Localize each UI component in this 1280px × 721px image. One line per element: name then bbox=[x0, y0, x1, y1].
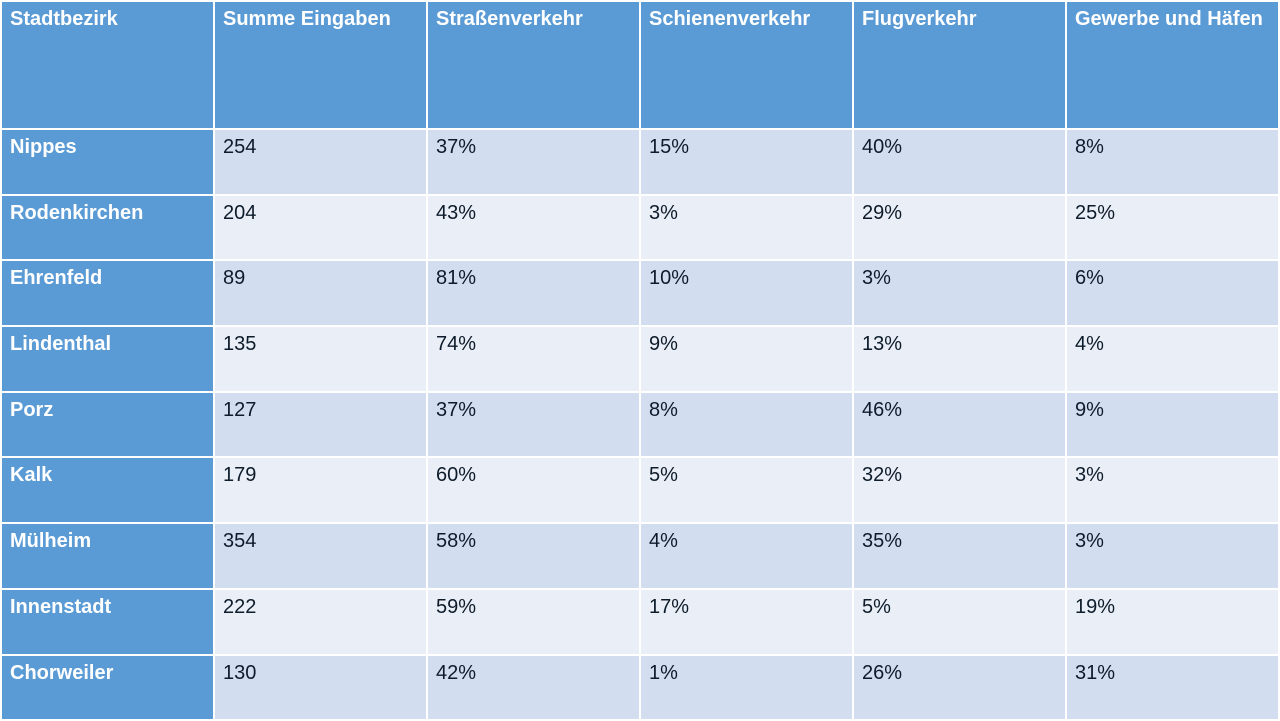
cell: 4% bbox=[640, 523, 853, 589]
cell: 127 bbox=[214, 392, 427, 458]
table-row: Innenstadt 222 59% 17% 5% 19% bbox=[1, 589, 1279, 655]
row-header: Kalk bbox=[1, 457, 214, 523]
cell: 42% bbox=[427, 655, 640, 721]
cell: 15% bbox=[640, 129, 853, 195]
table-row: Ehrenfeld 89 81% 10% 3% 6% bbox=[1, 260, 1279, 326]
cell: 46% bbox=[853, 392, 1066, 458]
cell: 3% bbox=[640, 195, 853, 261]
cell: 59% bbox=[427, 589, 640, 655]
cell: 179 bbox=[214, 457, 427, 523]
col-header-flugverkehr: Flugverkehr bbox=[853, 1, 1066, 129]
table-row: Chorweiler 130 42% 1% 26% 31% bbox=[1, 655, 1279, 721]
cell: 130 bbox=[214, 655, 427, 721]
cell: 254 bbox=[214, 129, 427, 195]
cell: 31% bbox=[1066, 655, 1279, 721]
row-header: Mülheim bbox=[1, 523, 214, 589]
cell: 74% bbox=[427, 326, 640, 392]
cell: 6% bbox=[1066, 260, 1279, 326]
col-header-gewerbe-und-haefen: Gewerbe und Häfen bbox=[1066, 1, 1279, 129]
cell: 3% bbox=[1066, 523, 1279, 589]
cell: 37% bbox=[427, 129, 640, 195]
table-row: Porz 127 37% 8% 46% 9% bbox=[1, 392, 1279, 458]
cell: 43% bbox=[427, 195, 640, 261]
cell: 89 bbox=[214, 260, 427, 326]
cell: 135 bbox=[214, 326, 427, 392]
cell: 9% bbox=[640, 326, 853, 392]
row-header: Lindenthal bbox=[1, 326, 214, 392]
row-header: Nippes bbox=[1, 129, 214, 195]
cell: 3% bbox=[1066, 457, 1279, 523]
cell: 58% bbox=[427, 523, 640, 589]
cell: 37% bbox=[427, 392, 640, 458]
col-header-schienenverkehr: Schienenverkehr bbox=[640, 1, 853, 129]
col-header-summe-eingaben: Summe Eingaben bbox=[214, 1, 427, 129]
cell: 1% bbox=[640, 655, 853, 721]
cell: 4% bbox=[1066, 326, 1279, 392]
cell: 10% bbox=[640, 260, 853, 326]
header-row: Stadtbezirk Summe Eingaben Straßenverkeh… bbox=[1, 1, 1279, 129]
row-header: Rodenkirchen bbox=[1, 195, 214, 261]
table-row: Rodenkirchen 204 43% 3% 29% 25% bbox=[1, 195, 1279, 261]
row-header: Innenstadt bbox=[1, 589, 214, 655]
cell: 19% bbox=[1066, 589, 1279, 655]
cell: 9% bbox=[1066, 392, 1279, 458]
row-header: Porz bbox=[1, 392, 214, 458]
cell: 32% bbox=[853, 457, 1066, 523]
cell: 5% bbox=[640, 457, 853, 523]
cell: 60% bbox=[427, 457, 640, 523]
cell: 13% bbox=[853, 326, 1066, 392]
cell: 29% bbox=[853, 195, 1066, 261]
cell: 35% bbox=[853, 523, 1066, 589]
row-header: Chorweiler bbox=[1, 655, 214, 721]
cell: 3% bbox=[853, 260, 1066, 326]
table-row: Nippes 254 37% 15% 40% 8% bbox=[1, 129, 1279, 195]
table-row: Lindenthal 135 74% 9% 13% 4% bbox=[1, 326, 1279, 392]
table-row: Kalk 179 60% 5% 32% 3% bbox=[1, 457, 1279, 523]
cell: 40% bbox=[853, 129, 1066, 195]
cell: 222 bbox=[214, 589, 427, 655]
cell: 354 bbox=[214, 523, 427, 589]
cell: 26% bbox=[853, 655, 1066, 721]
cell: 5% bbox=[853, 589, 1066, 655]
data-table: Stadtbezirk Summe Eingaben Straßenverkeh… bbox=[0, 0, 1280, 721]
cell: 204 bbox=[214, 195, 427, 261]
col-header-stadtbezirk: Stadtbezirk bbox=[1, 1, 214, 129]
col-header-strassenverkehr: Straßenverkehr bbox=[427, 1, 640, 129]
cell: 8% bbox=[640, 392, 853, 458]
cell: 8% bbox=[1066, 129, 1279, 195]
cell: 17% bbox=[640, 589, 853, 655]
table-row: Mülheim 354 58% 4% 35% 3% bbox=[1, 523, 1279, 589]
cell: 81% bbox=[427, 260, 640, 326]
row-header: Ehrenfeld bbox=[1, 260, 214, 326]
cell: 25% bbox=[1066, 195, 1279, 261]
